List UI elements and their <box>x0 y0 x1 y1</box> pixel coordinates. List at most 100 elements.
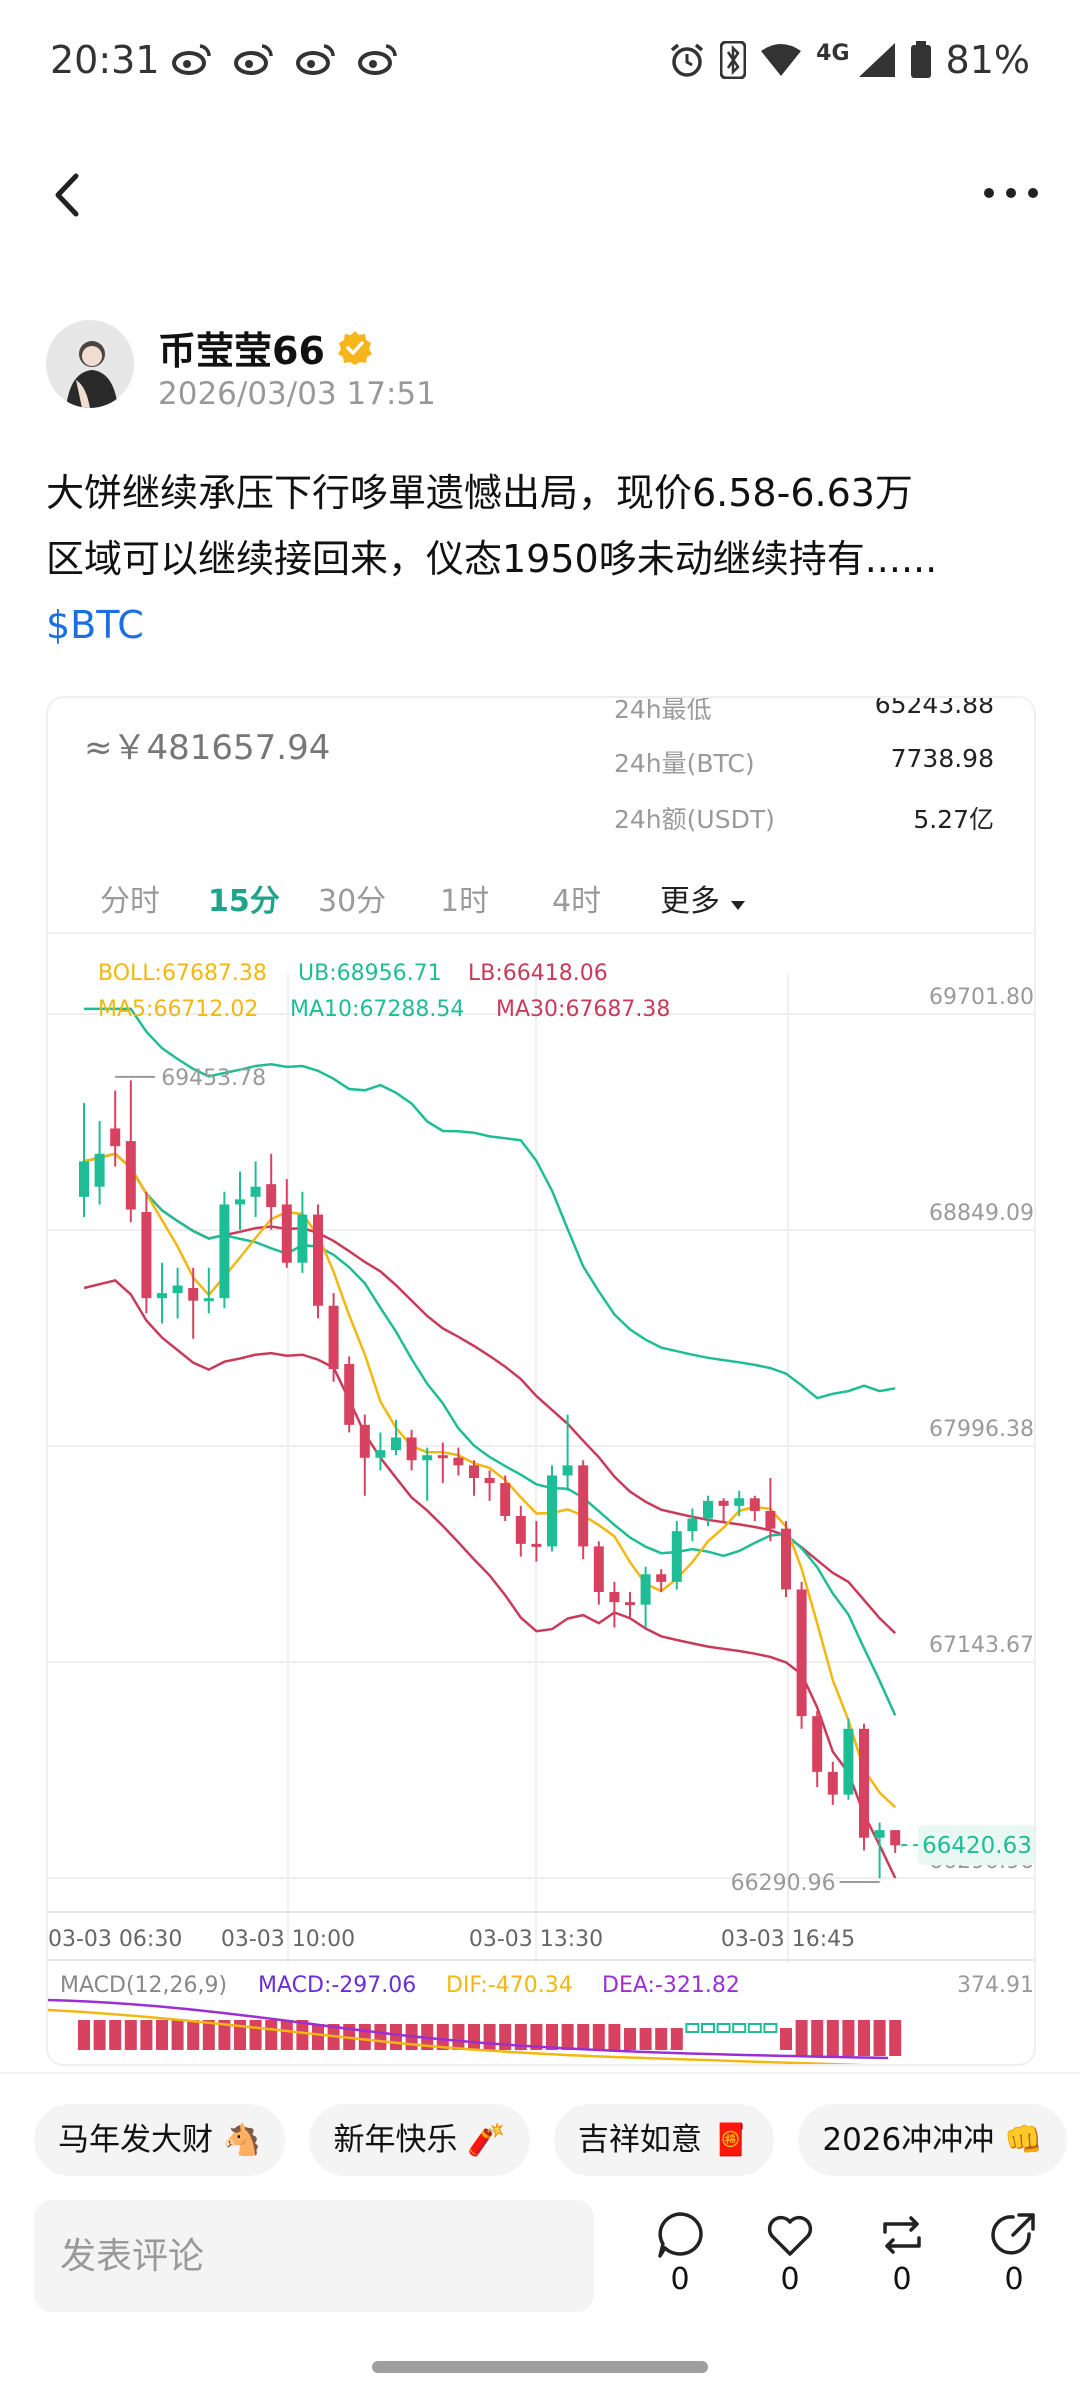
macd-histogram-bar <box>873 2020 886 2056</box>
weibo-icon <box>296 44 335 75</box>
macd-histogram-bar <box>93 2020 106 2050</box>
candle-body <box>796 1589 807 1717</box>
tab-1h[interactable]: 1时 <box>440 884 490 919</box>
macd-histogram-bar <box>109 2020 122 2050</box>
post-text-line: 大饼继续承压下行哆單遗憾出局，现价6.58-6.63万 <box>46 471 913 515</box>
macd-value-label: MACD:-297.06 <box>258 1973 416 1998</box>
candle-body <box>375 1450 386 1458</box>
macd-histogram-bar <box>608 2024 621 2050</box>
ma10-legend: MA10:67288.54 <box>290 997 464 1022</box>
candle-body <box>250 1186 261 1197</box>
candle-body <box>827 1771 838 1795</box>
comment-count: 0 <box>670 2262 690 2297</box>
comment-button[interactable]: 0 <box>640 2210 720 2297</box>
boll-lb-legend: LB:66418.06 <box>468 961 608 986</box>
candle-body <box>859 1728 869 1838</box>
stat-label-low: 24h最低 <box>614 696 712 724</box>
tab-more[interactable]: 更多 <box>660 876 746 920</box>
macd-histogram-bar <box>747 2023 762 2033</box>
battery-level: 81% <box>945 38 1030 82</box>
macd-histogram-bar <box>483 2024 496 2050</box>
repost-button[interactable]: 0 <box>862 2210 942 2297</box>
macd-histogram-bar <box>312 2024 324 2050</box>
tab-4h[interactable]: 4时 <box>552 884 602 919</box>
boll-middle-line <box>83 1152 897 1635</box>
market-card[interactable]: ≈￥481657.94 24h最低 65243.88 24h量(BTC) 773… <box>46 696 1036 2066</box>
status-time: 20:31 <box>50 38 160 82</box>
avatar[interactable] <box>46 320 134 408</box>
candle-body <box>125 1141 136 1210</box>
candle-body <box>422 1455 433 1461</box>
candle-body <box>219 1204 230 1299</box>
network-type: 4G <box>816 40 850 66</box>
tab-timeshare[interactable]: 分时 <box>100 884 160 919</box>
author-name[interactable]: 币莹莹66 <box>158 320 373 375</box>
candle-body <box>734 1498 745 1506</box>
macd-histogram-bar <box>124 2020 137 2050</box>
alarm-icon <box>671 43 704 77</box>
ma10-line <box>83 1152 897 1716</box>
candle-body <box>157 1293 167 1299</box>
macd-histogram-bar <box>218 2020 231 2050</box>
candle-body <box>671 1531 682 1582</box>
candle-body <box>609 1592 620 1603</box>
quick-reply-chip[interactable]: 新年快乐 🧨 <box>309 2104 530 2176</box>
battery-icon <box>910 41 931 78</box>
macd-histogram-bar <box>592 2024 605 2050</box>
candle-body <box>656 1574 667 1582</box>
quick-reply-chip[interactable]: 马年发大财 🐴 <box>34 2104 286 2176</box>
macd-histogram-bar <box>436 2024 449 2050</box>
status-bar: 20:31 4G 81% <box>0 0 1080 126</box>
back-arrow-icon[interactable] <box>46 170 86 220</box>
macd-histogram-bar <box>763 2023 778 2033</box>
macd-histogram-bar <box>156 2020 168 2050</box>
heart-icon <box>767 2215 813 2256</box>
x-axis-tick-label: 03-03 13:30 <box>469 1927 603 1952</box>
divider <box>0 2072 1080 2074</box>
candle-body <box>110 1128 121 1147</box>
macd-histogram-bar <box>826 2020 839 2056</box>
macd-histogram-bar <box>842 2020 855 2056</box>
weibo-icon <box>172 44 211 75</box>
macd-dif-line <box>48 2008 866 2064</box>
macd-histogram-bar <box>140 2020 153 2050</box>
candlestick-chart[interactable]: 69701.80 68849.09 67996.38 67143.67 66290.96… <box>48 698 1036 2066</box>
macd-histogram-bar <box>561 2024 574 2050</box>
bottom-action-bar: 0 0 0 0 <box>0 2200 1080 2330</box>
candle-body <box>593 1546 604 1593</box>
candle-body <box>297 1214 308 1263</box>
candle-body <box>203 1298 214 1302</box>
quick-reply-chip[interactable]: 吉祥如意 🧧 <box>553 2104 775 2176</box>
ticker-tag-link[interactable]: $BTC <box>46 603 144 647</box>
share-count: 0 <box>1004 2262 1024 2297</box>
stat-label-turnover: 24h额(USDT) <box>614 805 775 834</box>
x-axis-tick-label: 03-03 10:00 <box>221 1927 355 1952</box>
candle-body <box>640 1574 651 1605</box>
more-options-icon[interactable] <box>982 178 1040 208</box>
macd-histogram-bar <box>452 2024 465 2050</box>
low-price-label: 66290.96 <box>731 1871 836 1896</box>
macd-dea-line <box>48 1998 889 2060</box>
macd-histogram-bar <box>249 2020 262 2050</box>
comment-input[interactable] <box>34 2200 594 2312</box>
candle-body <box>94 1153 105 1187</box>
candle-body <box>843 1728 854 1795</box>
macd-histogram-bar <box>374 2024 387 2050</box>
tab-30m[interactable]: 30分 <box>318 884 387 919</box>
x-axis-tick-label: 03-03 16:45 <box>721 1927 855 1952</box>
tab-15m[interactable]: 15分 <box>208 884 280 919</box>
share-button[interactable]: 0 <box>974 2210 1054 2297</box>
candle-body <box>453 1457 464 1466</box>
candle-body <box>749 1498 760 1511</box>
candle-body <box>687 1518 698 1532</box>
macd-histogram-bar <box>577 2024 590 2050</box>
bluetooth-icon <box>720 41 747 79</box>
macd-histogram-bar <box>171 2020 184 2050</box>
quick-reply-chip[interactable]: 2026冲冲冲 👊 <box>798 2104 1067 2176</box>
weibo-icon <box>234 44 273 75</box>
candle-body <box>266 1184 277 1207</box>
dea-value-label: DEA:-321.82 <box>602 1973 740 1998</box>
macd-histogram-bar <box>202 2020 215 2050</box>
verified-badge-icon <box>337 330 372 365</box>
like-button[interactable]: 0 <box>750 2210 830 2297</box>
